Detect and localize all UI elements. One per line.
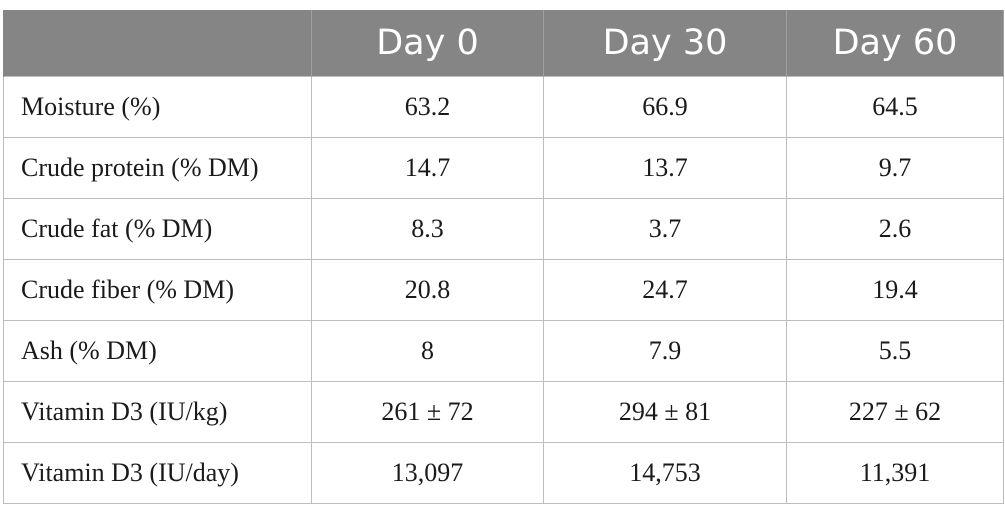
table-cell: 294 ± 81 [543, 380, 787, 443]
table-cell: 11,391 [786, 441, 1004, 504]
row-label: Vitamin D3 (IU/day) [3, 441, 312, 504]
header-cell-blank [3, 10, 312, 76]
table-row: Crude fat (% DM) 8.3 3.7 2.6 [3, 197, 1004, 260]
table-cell: 5.5 [786, 319, 1004, 382]
table-cell: 24.7 [543, 258, 787, 321]
table-cell: 14,753 [543, 441, 787, 504]
table-row: Crude fiber (% DM) 20.8 24.7 19.4 [3, 258, 1004, 321]
table-cell: 14.7 [311, 136, 544, 199]
table-cell: 66.9 [543, 75, 787, 138]
table-cell: 8.3 [311, 197, 544, 260]
table-cell: 9.7 [786, 136, 1004, 199]
table-cell: 227 ± 62 [786, 380, 1004, 443]
table-cell: 261 ± 72 [311, 380, 544, 443]
table-cell: 8 [311, 319, 544, 382]
header-cell-day-30: Day 30 [543, 10, 787, 76]
data-table: Day 0 Day 30 Day 60 Moisture (%) 63.2 66… [3, 10, 1004, 504]
table-row: Vitamin D3 (IU/day) 13,097 14,753 11,391 [3, 441, 1004, 504]
table-cell: 2.6 [786, 197, 1004, 260]
header-cell-day-60: Day 60 [786, 10, 1004, 76]
row-label: Crude fiber (% DM) [3, 258, 312, 321]
table-cell: 13,097 [311, 441, 544, 504]
table-cell: 20.8 [311, 258, 544, 321]
row-label: Vitamin D3 (IU/kg) [3, 380, 312, 443]
header-row: Day 0 Day 30 Day 60 [3, 10, 1004, 76]
row-label: Crude fat (% DM) [3, 197, 312, 260]
table-row: Ash (% DM) 8 7.9 5.5 [3, 319, 1004, 382]
table-cell: 3.7 [543, 197, 787, 260]
table-row: Vitamin D3 (IU/kg) 261 ± 72 294 ± 81 227… [3, 380, 1004, 443]
row-label: Crude protein (% DM) [3, 136, 312, 199]
table-row: Crude protein (% DM) 14.7 13.7 9.7 [3, 136, 1004, 199]
row-label: Moisture (%) [3, 75, 312, 138]
table-cell: 63.2 [311, 75, 544, 138]
table-cell: 13.7 [543, 136, 787, 199]
table-cell: 19.4 [786, 258, 1004, 321]
row-label: Ash (% DM) [3, 319, 312, 382]
table-row: Moisture (%) 63.2 66.9 64.5 [3, 75, 1004, 138]
table-cell: 64.5 [786, 75, 1004, 138]
header-cell-day-0: Day 0 [311, 10, 544, 76]
table-cell: 7.9 [543, 319, 787, 382]
